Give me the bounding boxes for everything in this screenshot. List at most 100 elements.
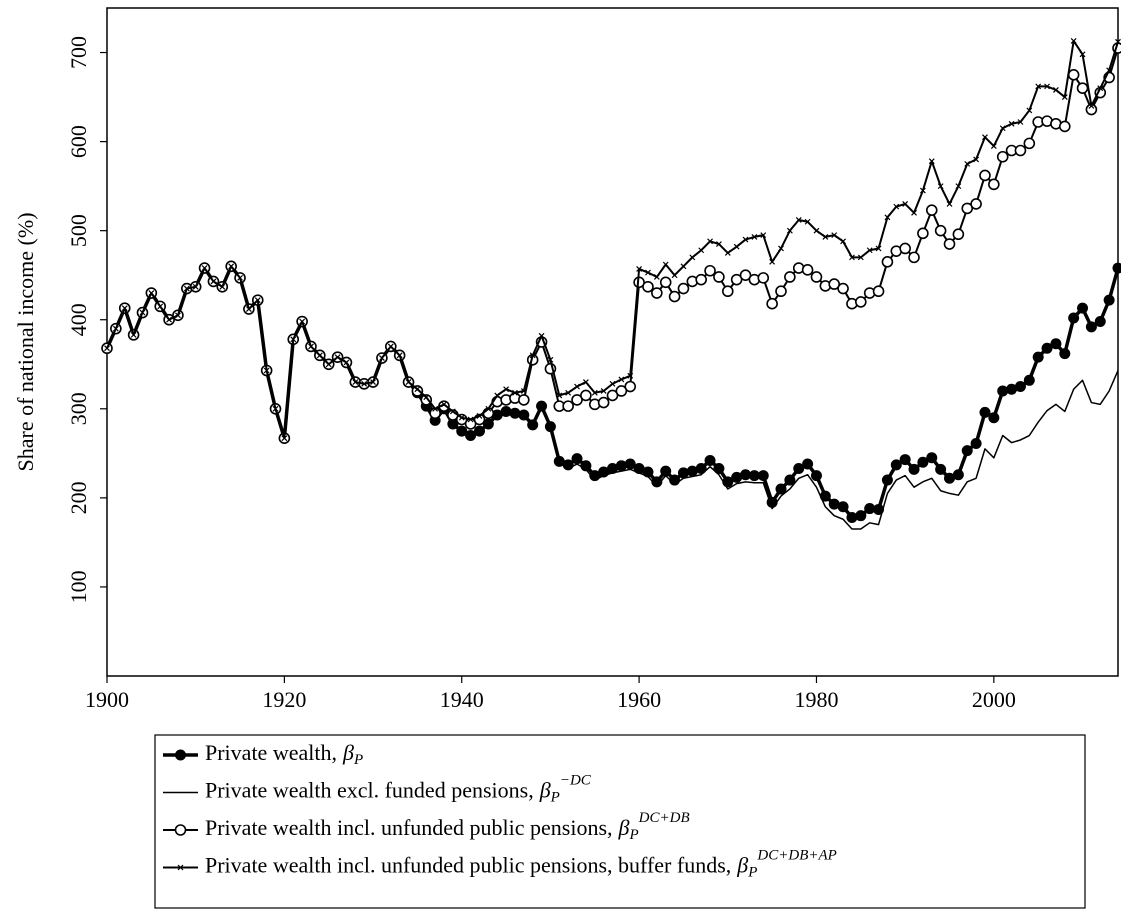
- point: [902, 201, 909, 207]
- point: [352, 379, 359, 386]
- point: [580, 389, 592, 402]
- point: [704, 264, 716, 277]
- point: [961, 202, 974, 215]
- point: [917, 227, 929, 240]
- point: [813, 227, 820, 234]
- point: [937, 183, 944, 190]
- point: [698, 247, 705, 254]
- point: [828, 278, 841, 290]
- point: [1079, 51, 1086, 58]
- legend-label: Private wealth incl. unfunded public pen…: [205, 810, 690, 843]
- point: [804, 218, 811, 225]
- point: [855, 296, 867, 308]
- point: [1026, 107, 1033, 114]
- point: [680, 263, 687, 270]
- point: [1068, 312, 1080, 324]
- point: [695, 462, 707, 474]
- point: [1097, 85, 1104, 92]
- point: [731, 471, 743, 483]
- point: [668, 290, 681, 303]
- point: [988, 178, 1000, 191]
- point: [704, 454, 716, 466]
- legend-marker: [175, 749, 186, 761]
- point: [571, 453, 583, 465]
- y-tick-label: 600: [66, 125, 91, 158]
- y-tick-label: 200: [66, 481, 91, 514]
- point: [334, 354, 341, 361]
- point: [653, 274, 660, 280]
- point: [740, 469, 752, 481]
- legend-symbol: β: [736, 853, 748, 878]
- point: [503, 386, 510, 393]
- point: [645, 269, 651, 276]
- point: [1115, 38, 1121, 45]
- point: [742, 236, 749, 243]
- point: [875, 245, 882, 252]
- point: [831, 232, 838, 239]
- point: [979, 406, 991, 418]
- point: [414, 386, 421, 393]
- point: [574, 383, 580, 390]
- point: [784, 271, 796, 283]
- point: [609, 380, 616, 387]
- point: [166, 316, 173, 323]
- point: [104, 345, 110, 352]
- point: [884, 214, 891, 221]
- point: [538, 332, 545, 339]
- point: [1014, 144, 1027, 157]
- point: [565, 389, 572, 396]
- point: [1059, 348, 1071, 360]
- point: [662, 261, 669, 268]
- plot-frame: [106, 7, 1119, 677]
- point: [112, 325, 119, 332]
- point: [911, 209, 917, 216]
- x-tick-label: 2000: [972, 687, 1016, 712]
- point: [121, 305, 128, 312]
- point: [423, 394, 430, 401]
- point: [837, 282, 849, 295]
- point: [919, 187, 926, 194]
- point: [651, 287, 663, 299]
- point: [512, 389, 518, 396]
- point: [784, 474, 796, 486]
- point: [281, 435, 288, 442]
- point: [748, 470, 760, 482]
- point: [606, 389, 619, 402]
- legend-name: Private wealth,: [205, 740, 337, 765]
- point: [846, 511, 858, 523]
- legend-name: Private wealth excl. funded pensions,: [205, 778, 534, 803]
- legend-superscript: DC+DB: [638, 810, 690, 826]
- point: [721, 285, 734, 298]
- point: [618, 376, 625, 383]
- x-tick-label: 1920: [262, 687, 306, 712]
- point: [361, 380, 368, 387]
- point: [979, 169, 991, 182]
- point: [866, 247, 873, 254]
- x-tick-label: 1960: [617, 687, 661, 712]
- point: [733, 243, 740, 250]
- point: [757, 272, 770, 284]
- y-tick-label: 100: [66, 570, 91, 603]
- point: [1112, 262, 1121, 274]
- point: [1052, 87, 1059, 93]
- point: [801, 264, 814, 276]
- point: [1085, 321, 1097, 333]
- legend-symbol: β: [618, 815, 630, 840]
- point: [529, 352, 536, 359]
- point: [299, 318, 306, 325]
- point: [607, 462, 618, 474]
- point: [955, 183, 962, 190]
- point: [739, 269, 752, 282]
- point: [651, 476, 663, 488]
- point: [707, 238, 713, 245]
- point: [485, 405, 492, 412]
- point: [1023, 374, 1035, 386]
- legend-label: Private wealth excl. funded pensions, βP−…: [205, 773, 592, 806]
- point: [1067, 69, 1080, 81]
- point: [387, 343, 394, 350]
- point: [411, 385, 424, 397]
- point: [822, 233, 829, 240]
- point: [597, 396, 610, 409]
- point: [961, 445, 973, 457]
- point: [899, 454, 911, 466]
